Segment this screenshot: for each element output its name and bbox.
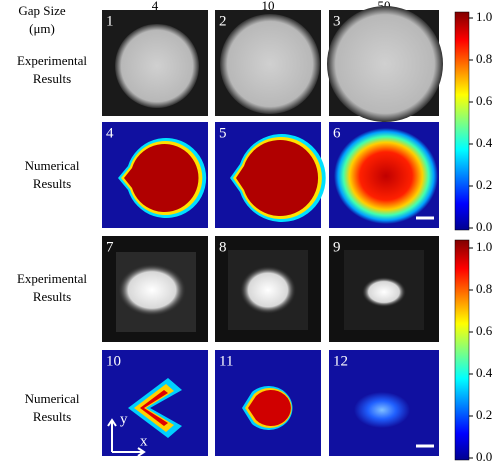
panel-number: 7 [106,239,114,255]
panel-number: 3 [333,13,341,29]
column-label: 4 [152,0,159,13]
panel: 6 [329,122,439,228]
axis-label: y [120,411,128,427]
header-title: Gap Size [18,3,66,18]
column-label: 10 [262,0,275,13]
panel: 7 [102,236,208,342]
colorbar-tick-label: 0.2 [476,177,492,192]
panel: 8 [215,236,321,342]
row-labels: Experimental Results Numerical Results E… [17,53,87,424]
colorbar [454,239,470,461]
row-label: Experimental [17,271,87,286]
colorbar-tick-label: 0.8 [476,51,492,66]
row-label: Results [33,289,71,304]
header-title: (μm) [29,21,55,36]
panel: 1 [102,10,208,116]
panel: 3 [327,6,443,122]
panel: 2 [215,10,321,116]
panel-number: 9 [333,239,341,255]
row-label: Numerical [25,158,80,173]
panel: 11 [215,350,321,456]
panel: 5 [215,122,326,228]
colorbar-tick-label: 1.0 [476,239,492,254]
colorbar-tick-label: 0.0 [476,449,492,464]
panel-number: 8 [219,239,227,255]
colorbar-tick-label: 0.4 [476,135,493,150]
panel-number: 6 [333,125,341,141]
colorbar-tick-label: 0.6 [476,93,493,108]
row-label: Numerical [25,391,80,406]
row-label: Results [33,176,71,191]
panel-number: 5 [219,125,227,141]
colorbar-tick-label: 0.0 [476,219,492,234]
axis-label: x [140,433,148,449]
panel-number: 2 [219,13,227,29]
panel-number: 12 [333,353,348,369]
row-label: Results [33,409,71,424]
colorbar [454,11,470,231]
colorbar-tick-label: 1.0 [476,9,492,24]
row-label: Results [33,71,71,86]
panel-number: 11 [219,353,233,369]
panel: 4 [102,122,208,228]
colorbar-tick-label: 0.2 [476,407,492,422]
panel: 9 [329,236,439,342]
panel: y x 10 [102,350,208,457]
panel-number: 1 [106,13,114,29]
row-label: Experimental [17,53,87,68]
colorbar-tick-label: 0.8 [476,281,492,296]
panel: 12 [329,350,439,456]
panel-number: 10 [106,353,121,369]
colorbar-tick-label: 0.4 [476,365,493,380]
colorbar-tick-label: 0.6 [476,323,493,338]
panel-number: 4 [106,125,114,141]
